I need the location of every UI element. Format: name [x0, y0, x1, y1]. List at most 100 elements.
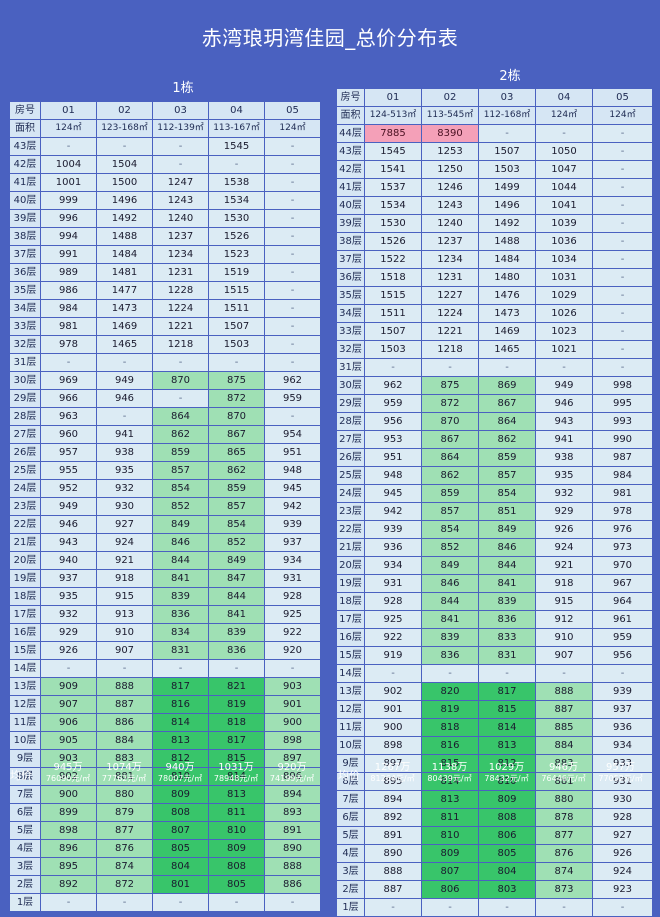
price-cell: 839 [152, 587, 209, 606]
price-cell: - [592, 322, 653, 341]
floor-row: 16层 922 839 833 910 959 [336, 628, 653, 647]
floor-row: 14层 - - - - - [9, 659, 321, 678]
price-cell: - [535, 358, 593, 377]
price-cell: 959 [592, 628, 653, 647]
price-cell: 962 [364, 376, 422, 395]
price-cell: 1224 [152, 299, 209, 318]
room-header-label: 房号 [9, 101, 41, 120]
price-cell: - [264, 893, 321, 912]
price-cell: 891 [364, 826, 422, 845]
floor-row: 16层 929 910 834 839 922 [9, 623, 321, 642]
price-cell: - [264, 227, 321, 246]
price-cell: 1031 [535, 268, 593, 287]
floor-label: 2层 [9, 875, 41, 894]
price-cell: - [264, 191, 321, 210]
price-cell: 1480 [478, 268, 536, 287]
price-cell: 931 [264, 569, 321, 588]
avg-price-block: 940万 78007元/㎡ [152, 762, 208, 784]
price-cell: - [592, 214, 653, 233]
avg-unit-price: 74199元/㎡ [269, 774, 315, 783]
price-cell: 870 [152, 371, 209, 390]
price-cell: 943 [40, 533, 97, 552]
avg-unit-price: 76446元/㎡ [541, 774, 586, 783]
price-cell: 817 [152, 677, 209, 696]
price-cell: 852 [421, 538, 479, 557]
price-cell: - [264, 299, 321, 318]
price-cell: 940 [40, 551, 97, 570]
price-cell: 859 [152, 443, 209, 462]
price-cell: 812 [478, 754, 536, 773]
price-cell: 810 [421, 826, 479, 845]
price-cell: 922 [364, 628, 422, 647]
price-cell: 877 [535, 826, 593, 845]
price-cell: 7885 [364, 124, 422, 143]
floor-label: 42层 [9, 155, 41, 174]
price-cell: 1221 [152, 317, 209, 336]
header-area-row: 面积 124-513㎡ 113-545㎡ 112-168㎡ 124㎡ 124㎡ [336, 106, 653, 125]
price-cell: 834 [152, 623, 209, 642]
floor-label: 28层 [9, 407, 41, 426]
price-cell: 1511 [364, 304, 422, 323]
floor-row: 2层 892 872 801 805 886 [9, 875, 321, 894]
price-cell: 969 [40, 371, 97, 390]
floor-row: 43层 1545 1253 1507 1050- [336, 142, 653, 161]
floor-label: 6层 [9, 803, 41, 822]
price-cell: 999 [40, 191, 97, 210]
price-cell: 931 [364, 574, 422, 593]
price-cell: 1503 [478, 160, 536, 179]
floor-row: 2层 887 806 803 873 923 [336, 880, 653, 899]
price-cell: 890 [264, 839, 321, 858]
price-cell: 903 [40, 749, 97, 768]
floor-row: 31层 - - - - - [9, 353, 321, 372]
price-cell: 892 [364, 808, 422, 827]
price-cell: - [40, 137, 97, 156]
price-cell: 923 [592, 880, 653, 899]
price-cell: - [364, 358, 422, 377]
price-cell: 929 [535, 502, 593, 521]
price-cell: 805 [478, 844, 536, 863]
floor-label: 36层 [9, 263, 41, 282]
floor-label: 30层 [9, 371, 41, 390]
floor-row: 15层 926 907 831 836 920 [9, 641, 321, 660]
floor-row: 27层 953 867 862 941 990 [336, 430, 653, 449]
floor-row: 19层 931 846 841 918 967 [336, 574, 653, 593]
floor-label: 15层 [9, 641, 41, 660]
price-cell: - [592, 340, 653, 359]
price-cell: 922 [264, 623, 321, 642]
price-cell: 1530 [208, 209, 265, 228]
floor-label: 24层 [9, 479, 41, 498]
room-area: 123-168㎡ [96, 119, 153, 138]
price-cell: 888 [96, 677, 153, 696]
price-cell: 888 [535, 682, 593, 701]
price-cell: 814 [478, 718, 536, 737]
price-cell: 993 [592, 412, 653, 431]
floor-label: 23层 [9, 497, 41, 516]
floor-row: 25层 948 862 857 935 984 [336, 466, 653, 485]
price-cell: 1243 [421, 196, 479, 215]
price-cell: 1023 [535, 322, 593, 341]
price-cell: - [478, 898, 536, 917]
price-cell: 901 [264, 695, 321, 714]
price-cell: 852 [208, 533, 265, 552]
price-cell: 896 [40, 839, 97, 858]
room-number: 01 [364, 88, 422, 107]
price-cell: - [40, 353, 97, 372]
price-cell: 874 [96, 857, 153, 876]
price-cell: - [152, 659, 209, 678]
price-cell: 885 [535, 718, 593, 737]
price-cell: 931 [592, 772, 653, 791]
floor-label: 20层 [9, 551, 41, 570]
price-cell: 839 [478, 592, 536, 611]
floor-label: 25层 [9, 461, 41, 480]
price-cell: 880 [535, 790, 593, 809]
price-cell: 948 [264, 461, 321, 480]
floor-label: 41层 [336, 178, 365, 197]
floor-row: 1层 - - - - - [336, 898, 653, 917]
price-cell: 929 [40, 623, 97, 642]
price-cell: 818 [208, 713, 265, 732]
price-cell: 1484 [478, 250, 536, 269]
price-cell: 930 [96, 497, 153, 516]
floor-row: 39层 1530 1240 1492 1039- [336, 214, 653, 233]
floor-label: 20层 [336, 556, 365, 575]
price-cell: 804 [478, 862, 536, 881]
